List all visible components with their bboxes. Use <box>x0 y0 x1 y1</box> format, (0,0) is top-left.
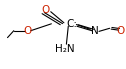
Text: O: O <box>117 26 125 36</box>
Text: O: O <box>23 26 32 36</box>
Text: C:: C: <box>67 20 77 29</box>
Text: N: N <box>91 26 99 36</box>
Text: H₂N: H₂N <box>55 44 74 54</box>
Text: O: O <box>42 5 50 15</box>
